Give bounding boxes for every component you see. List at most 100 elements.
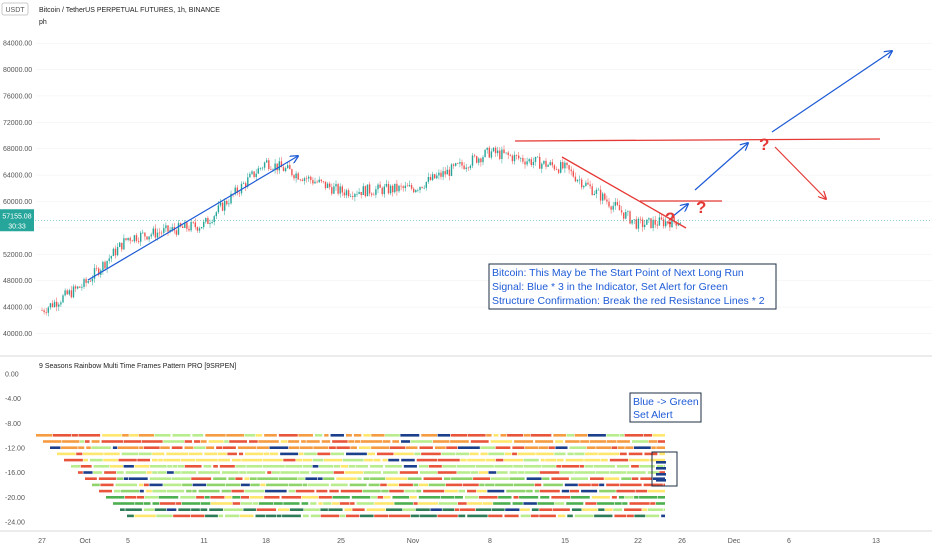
projection-arrow-3[interactable] [771, 51, 892, 133]
rainbow-segment [639, 465, 655, 468]
rainbow-segment [78, 434, 101, 437]
rainbow-segment [193, 446, 206, 449]
rainbow-segment [300, 471, 310, 474]
rainbow-segment [288, 483, 302, 487]
rainbow-segment [591, 483, 599, 487]
candle-body [431, 174, 434, 181]
candle-body [142, 232, 144, 234]
candle-body [459, 162, 461, 164]
rainbow-segment [177, 465, 185, 468]
candle-body [423, 187, 425, 189]
rainbow-segment [276, 514, 282, 518]
rainbow-segment [221, 471, 239, 474]
rainbow-segment [304, 508, 320, 511]
rainbow-segment [392, 440, 400, 443]
candle-body [434, 174, 436, 179]
currency-badge[interactable] [1, 2, 29, 16]
rainbow-segment [159, 502, 176, 505]
rainbow-segment [589, 440, 607, 443]
candle-body [599, 189, 602, 201]
rainbow-segment [184, 465, 202, 468]
rainbow-segment [223, 508, 243, 511]
rainbow-segment [163, 440, 185, 443]
time-tick-label: 6 [787, 538, 791, 545]
rainbow-segment [438, 458, 460, 462]
rainbow-segment [389, 489, 404, 493]
rainbow-segment [332, 496, 350, 499]
rainbow-segment [413, 483, 419, 487]
candle-body [528, 159, 530, 162]
rainbow-segment [518, 471, 525, 474]
projection-arrow-2[interactable] [694, 143, 748, 191]
rainbow-segment [367, 452, 375, 456]
rainbow-segment [180, 496, 196, 499]
projection-arrow-1[interactable] [671, 204, 688, 218]
rainbow-segment [617, 446, 625, 449]
rainbow-segment [50, 446, 61, 449]
candle-body [347, 190, 350, 197]
candle-body [341, 186, 343, 193]
candle-body [198, 228, 201, 231]
time-axis: 27 Oct 5 11 18 25 Nov 8 15 22 26 Dec 6 13 [38, 538, 880, 545]
rainbow-segment [285, 465, 303, 468]
candle-body [79, 286, 81, 288]
candle-body [419, 186, 421, 190]
rainbow-segment [569, 446, 587, 449]
rainbow-segment [198, 489, 220, 493]
rainbow-segment [93, 465, 110, 468]
candle-body [551, 162, 553, 166]
candlestick-series [41, 145, 682, 317]
candle-body [360, 191, 362, 196]
price-tick-label: 40000.00 [3, 331, 32, 338]
rainbow-segment [149, 483, 163, 487]
rainbow-segment [555, 440, 564, 443]
candle-body [133, 235, 136, 242]
rainbow-segment [222, 446, 236, 449]
indicator-note-box[interactable]: Blue -> Green Set Alert [629, 392, 702, 423]
candle-body [131, 240, 133, 242]
last-price-value: 57155.08 [2, 213, 31, 220]
rejection-arrow[interactable] [774, 146, 826, 199]
candle-body [373, 194, 375, 196]
rainbow-segment [437, 471, 457, 474]
rainbow-segment [241, 458, 263, 462]
candle-body [209, 222, 211, 224]
rainbow-segment [349, 483, 367, 487]
rainbow-segment [500, 434, 507, 437]
candle-body [45, 312, 47, 313]
rainbow-segment [582, 508, 598, 511]
rainbow-segment [495, 446, 511, 449]
rainbow-segment [512, 452, 517, 456]
rainbow-segment [596, 471, 610, 474]
signal-highlight-box[interactable] [651, 451, 678, 487]
candle-body [140, 232, 142, 242]
candle-body [442, 171, 444, 177]
rainbow-segment [166, 471, 174, 474]
rainbow-segment [298, 452, 304, 456]
candle-body [562, 162, 564, 169]
candle-body [335, 184, 337, 187]
rainbow-segment [440, 496, 455, 499]
rainbow-segment [91, 440, 100, 443]
candle-body [488, 147, 490, 158]
rainbow-segment [478, 471, 488, 474]
rainbow-segment [383, 496, 391, 499]
candle-body [129, 237, 131, 241]
rainbow-rows [36, 434, 666, 518]
rainbow-segment [536, 452, 554, 456]
indicator-note-line-1: Blue -> Green [633, 396, 699, 408]
main-note-box[interactable]: Bitcoin: This May be The Start Point of … [488, 263, 777, 310]
rainbow-segment [625, 446, 634, 449]
candle-body [257, 168, 259, 174]
resistance-line-horizontal[interactable] [514, 138, 881, 142]
rainbow-segment [78, 471, 83, 474]
candle-body [499, 150, 501, 159]
uptrend-arrow-1[interactable] [87, 156, 298, 281]
rainbow-segment [83, 458, 88, 462]
rainbow-segment [402, 508, 416, 511]
candle-body [247, 177, 249, 187]
rainbow-segment [306, 440, 320, 443]
candle-body [163, 228, 165, 233]
resistance-line-diagonal[interactable] [561, 156, 687, 229]
rainbow-segment [539, 508, 553, 511]
